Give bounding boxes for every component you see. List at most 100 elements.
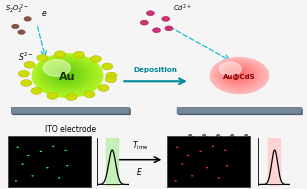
Circle shape xyxy=(230,70,244,78)
Circle shape xyxy=(57,69,72,78)
Circle shape xyxy=(66,94,77,101)
Text: $S^{2-}$: $S^{2-}$ xyxy=(18,50,34,63)
Circle shape xyxy=(199,151,202,152)
Circle shape xyxy=(218,63,258,87)
Circle shape xyxy=(73,51,84,58)
Circle shape xyxy=(224,150,227,151)
Circle shape xyxy=(62,72,67,75)
Circle shape xyxy=(51,65,80,83)
Circle shape xyxy=(34,55,100,96)
Circle shape xyxy=(12,24,19,29)
Circle shape xyxy=(52,146,54,147)
Bar xyxy=(8,136,91,187)
Circle shape xyxy=(43,61,89,89)
Circle shape xyxy=(32,54,103,97)
Circle shape xyxy=(223,65,253,84)
Circle shape xyxy=(217,62,261,89)
Text: Au: Au xyxy=(59,72,76,81)
Circle shape xyxy=(47,93,58,99)
Circle shape xyxy=(226,67,250,82)
Circle shape xyxy=(165,26,173,31)
Circle shape xyxy=(37,57,97,94)
Circle shape xyxy=(49,64,83,85)
Circle shape xyxy=(60,71,68,76)
Circle shape xyxy=(235,73,239,75)
Circle shape xyxy=(18,70,29,77)
Text: e-: e- xyxy=(188,133,194,139)
FancyBboxPatch shape xyxy=(12,109,131,115)
Circle shape xyxy=(235,73,238,74)
Text: e-: e- xyxy=(201,133,208,139)
Circle shape xyxy=(36,56,99,95)
Circle shape xyxy=(24,61,35,68)
Text: $e$: $e$ xyxy=(41,9,48,18)
Circle shape xyxy=(40,59,93,91)
Circle shape xyxy=(105,76,116,83)
Circle shape xyxy=(219,62,241,76)
Circle shape xyxy=(222,65,254,85)
Circle shape xyxy=(210,58,269,94)
Circle shape xyxy=(53,67,77,82)
Circle shape xyxy=(220,64,256,86)
Text: $S_2O_3^{\ 2-}$: $S_2O_3^{\ 2-}$ xyxy=(5,3,28,16)
Circle shape xyxy=(48,63,84,86)
Circle shape xyxy=(229,69,245,79)
Circle shape xyxy=(146,11,154,16)
Circle shape xyxy=(37,54,48,61)
FancyBboxPatch shape xyxy=(177,108,302,114)
Circle shape xyxy=(212,59,266,92)
Circle shape xyxy=(39,58,95,92)
Circle shape xyxy=(54,51,65,58)
Circle shape xyxy=(231,70,243,78)
Circle shape xyxy=(162,16,170,21)
Text: $\mathit{E}$: $\mathit{E}$ xyxy=(136,166,143,177)
Circle shape xyxy=(55,68,75,80)
Bar xyxy=(167,136,250,187)
Circle shape xyxy=(38,57,96,93)
FancyBboxPatch shape xyxy=(11,108,130,114)
Circle shape xyxy=(43,60,70,76)
Text: Au@CdS: Au@CdS xyxy=(223,73,256,79)
Circle shape xyxy=(106,72,117,79)
Circle shape xyxy=(224,66,252,83)
Circle shape xyxy=(56,69,73,79)
Circle shape xyxy=(140,20,148,25)
Circle shape xyxy=(24,17,31,21)
Text: ITO electrode: ITO electrode xyxy=(45,125,96,134)
Bar xyxy=(268,138,281,186)
Circle shape xyxy=(218,177,220,179)
Circle shape xyxy=(153,28,161,33)
Circle shape xyxy=(27,155,29,156)
Text: $\mathit{T}_{\mathrm{ime}}$: $\mathit{T}_{\mathrm{ime}}$ xyxy=(131,139,148,152)
Circle shape xyxy=(226,165,228,166)
Circle shape xyxy=(214,60,264,91)
Circle shape xyxy=(191,175,193,177)
Circle shape xyxy=(213,59,265,91)
Text: e-: e- xyxy=(229,133,236,139)
Circle shape xyxy=(232,71,242,77)
Circle shape xyxy=(52,66,79,82)
Text: $Cd^{2+}$: $Cd^{2+}$ xyxy=(173,3,192,14)
Circle shape xyxy=(31,88,42,94)
Circle shape xyxy=(187,155,189,156)
Text: Deposition: Deposition xyxy=(134,67,177,73)
Bar xyxy=(107,138,118,186)
Circle shape xyxy=(18,30,25,34)
Circle shape xyxy=(98,85,109,91)
Circle shape xyxy=(21,163,24,165)
Circle shape xyxy=(46,167,49,168)
Circle shape xyxy=(212,146,214,147)
Circle shape xyxy=(174,180,177,182)
Circle shape xyxy=(225,67,251,83)
Circle shape xyxy=(221,64,255,85)
Circle shape xyxy=(217,62,260,88)
Circle shape xyxy=(58,70,71,77)
Circle shape xyxy=(42,60,91,90)
Circle shape xyxy=(66,165,68,166)
Circle shape xyxy=(181,163,183,165)
Circle shape xyxy=(206,167,208,168)
Circle shape xyxy=(227,68,249,81)
Circle shape xyxy=(41,59,92,91)
Circle shape xyxy=(44,61,88,88)
Text: e-: e- xyxy=(215,133,222,139)
